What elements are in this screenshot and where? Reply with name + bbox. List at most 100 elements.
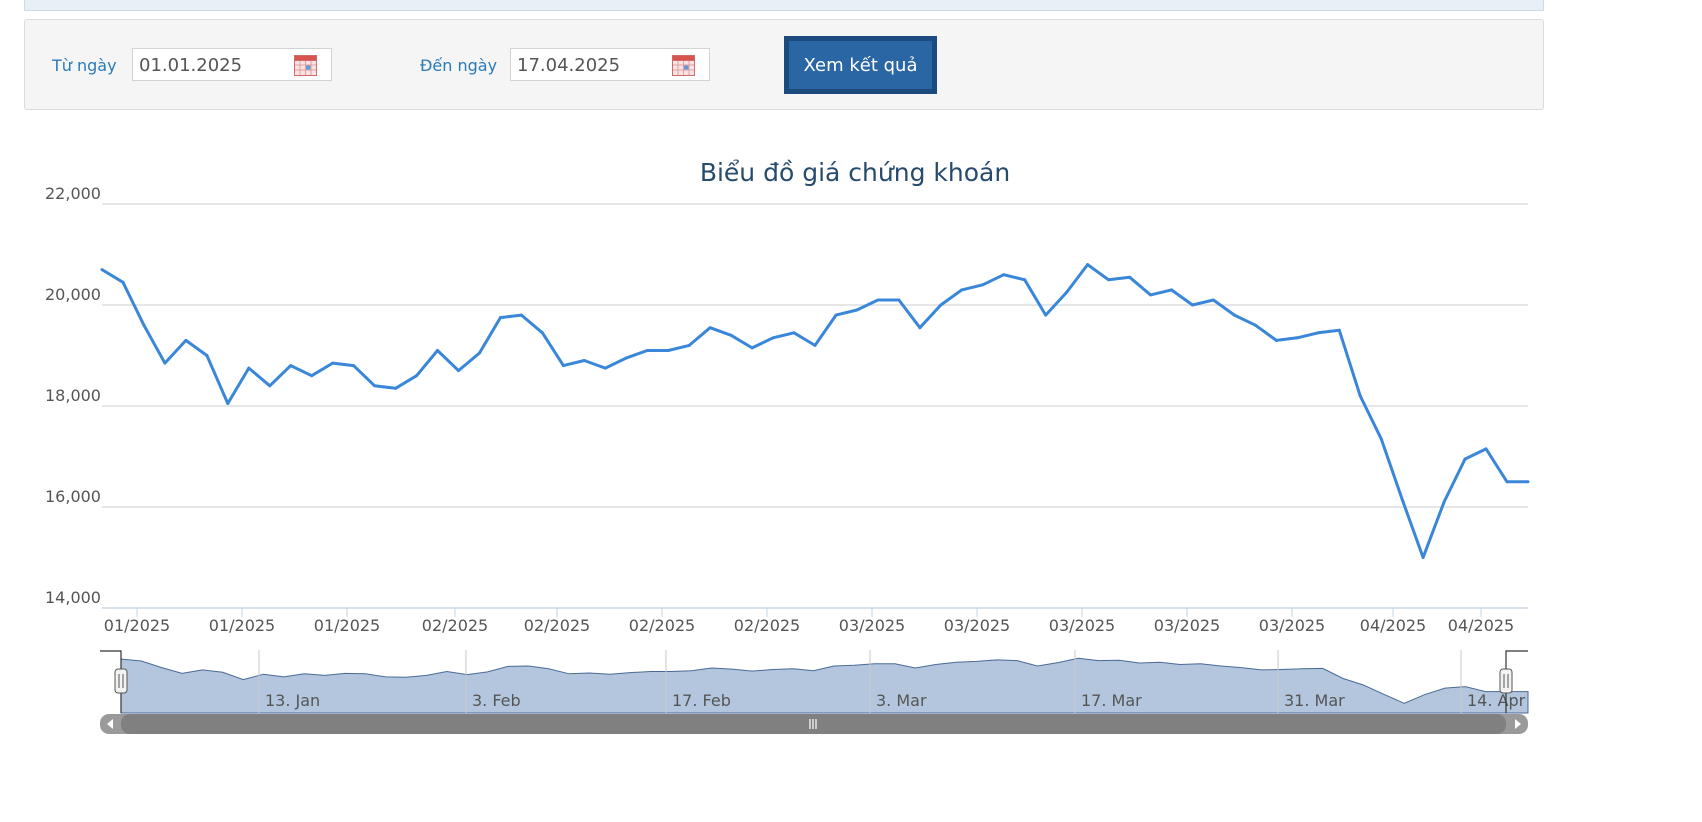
navigator-label: 3. Feb — [472, 691, 521, 710]
data-point — [855, 308, 859, 312]
data-point — [310, 374, 314, 378]
data-point — [1149, 293, 1153, 297]
chart-canvas: Biểu đồ giá chứng khoán 22,000 20,000 18,0… — [45, 158, 1530, 734]
data-point — [436, 348, 440, 352]
x-tick-label: 03/2025 — [1259, 616, 1325, 635]
stock-price-chart: Biểu đồ giá chứng khoán 22,000 20,000 18,0… — [0, 120, 1702, 760]
x-tick-label: 03/2025 — [1049, 616, 1115, 635]
data-point — [1065, 290, 1069, 294]
data-point — [415, 374, 419, 378]
data-point — [750, 346, 754, 350]
data-point — [519, 313, 523, 317]
data-point — [1295, 336, 1299, 340]
navigator-label: 31. Mar — [1284, 691, 1345, 710]
data-point — [1526, 480, 1530, 484]
x-tick-label: 01/2025 — [314, 616, 380, 635]
data-point — [876, 298, 880, 302]
price-line — [101, 263, 1528, 559]
data-point — [498, 316, 502, 320]
data-point — [981, 283, 985, 287]
navigator-handle-left[interactable] — [114, 668, 128, 694]
data-point — [645, 348, 649, 352]
data-point — [226, 401, 230, 405]
x-tick-label: 02/2025 — [422, 616, 488, 635]
data-point — [1170, 288, 1173, 292]
data-point — [1086, 263, 1090, 267]
y-tick-label: 18,000 — [45, 386, 101, 405]
data-point — [1505, 480, 1509, 484]
data-point — [268, 384, 272, 388]
data-point — [1358, 394, 1362, 398]
x-tick-label: 02/2025 — [734, 616, 800, 635]
x-tick-label: 04/2025 — [1448, 616, 1514, 635]
data-point — [477, 351, 481, 355]
y-axis-labels: 22,000 20,000 18,000 16,000 14,000 — [45, 184, 101, 607]
data-point — [729, 333, 733, 337]
x-tick-label: 03/2025 — [839, 616, 905, 635]
x-axis: 01/2025 01/2025 01/2025 02/2025 02/2025 02/20… — [104, 608, 1514, 635]
y-tick-label: 20,000 — [45, 285, 101, 304]
data-point — [1442, 500, 1446, 504]
data-point — [771, 336, 775, 340]
x-tick-label: 01/2025 — [104, 616, 170, 635]
data-point — [1002, 273, 1006, 277]
from-date-label: Từ ngày — [52, 56, 117, 75]
data-point — [331, 361, 335, 365]
calendar-icon[interactable] — [294, 54, 317, 76]
data-point — [1421, 556, 1425, 559]
navigator-label: 14. Apr — [1467, 691, 1526, 710]
y-tick-label: 14,000 — [45, 588, 101, 607]
data-point — [1190, 303, 1194, 307]
scrollbar[interactable] — [100, 714, 1528, 734]
data-point — [163, 361, 167, 365]
data-point — [1463, 457, 1467, 461]
data-point — [1274, 338, 1278, 342]
view-results-button[interactable]: Xem kết quả — [784, 36, 937, 94]
handle-body[interactable] — [114, 668, 128, 694]
handle-body[interactable] — [1499, 668, 1513, 694]
data-point — [624, 356, 628, 360]
x-tick-label: 02/2025 — [629, 616, 695, 635]
data-point — [1337, 328, 1341, 332]
data-point — [352, 364, 356, 368]
data-point — [561, 364, 565, 368]
data-point — [1023, 278, 1027, 282]
data-point — [708, 326, 712, 330]
from-date-input[interactable]: 01.01.2025 — [132, 48, 332, 81]
data-point — [918, 326, 922, 330]
data-point — [1211, 298, 1215, 302]
x-tick-label: 04/2025 — [1360, 616, 1426, 635]
data-point — [247, 366, 251, 370]
grid-lines — [102, 203, 1528, 609]
x-tick-label: 03/2025 — [1154, 616, 1220, 635]
data-point — [100, 268, 104, 272]
arrow-right-icon[interactable] — [1515, 719, 1521, 729]
x-tick-label: 02/2025 — [524, 616, 590, 635]
data-point — [1400, 497, 1404, 501]
data-point — [792, 331, 796, 335]
data-point — [1484, 447, 1488, 451]
data-point — [897, 298, 901, 302]
data-point — [540, 331, 544, 335]
calendar-icon[interactable] — [672, 54, 695, 76]
data-point — [1379, 437, 1383, 441]
navigator[interactable]: 13. Jan 3. Feb 17. Feb 3. Mar 17. Mar 31. Mar… — [100, 650, 1529, 714]
to-date-input[interactable]: 17.04.2025 — [510, 48, 710, 81]
x-tick-label: 03/2025 — [944, 616, 1010, 635]
y-tick-label: 16,000 — [45, 487, 101, 506]
data-point — [834, 313, 838, 317]
data-point — [687, 343, 691, 347]
arrow-left-icon[interactable] — [107, 719, 113, 729]
from-date-value: 01.01.2025 — [139, 55, 243, 76]
navigator-area — [120, 657, 1529, 714]
navigator-label: 17. Feb — [672, 691, 731, 710]
data-point — [1044, 313, 1048, 317]
navigator-label: 17. Mar — [1081, 691, 1142, 710]
navigator-handle-right[interactable] — [1499, 668, 1513, 694]
to-date-label: Đến ngày — [420, 56, 498, 75]
data-point — [603, 366, 607, 370]
x-tick-label: 01/2025 — [209, 616, 275, 635]
price-series — [100, 263, 1530, 559]
data-point — [184, 338, 188, 342]
navigator-label: 13. Jan — [265, 691, 320, 710]
